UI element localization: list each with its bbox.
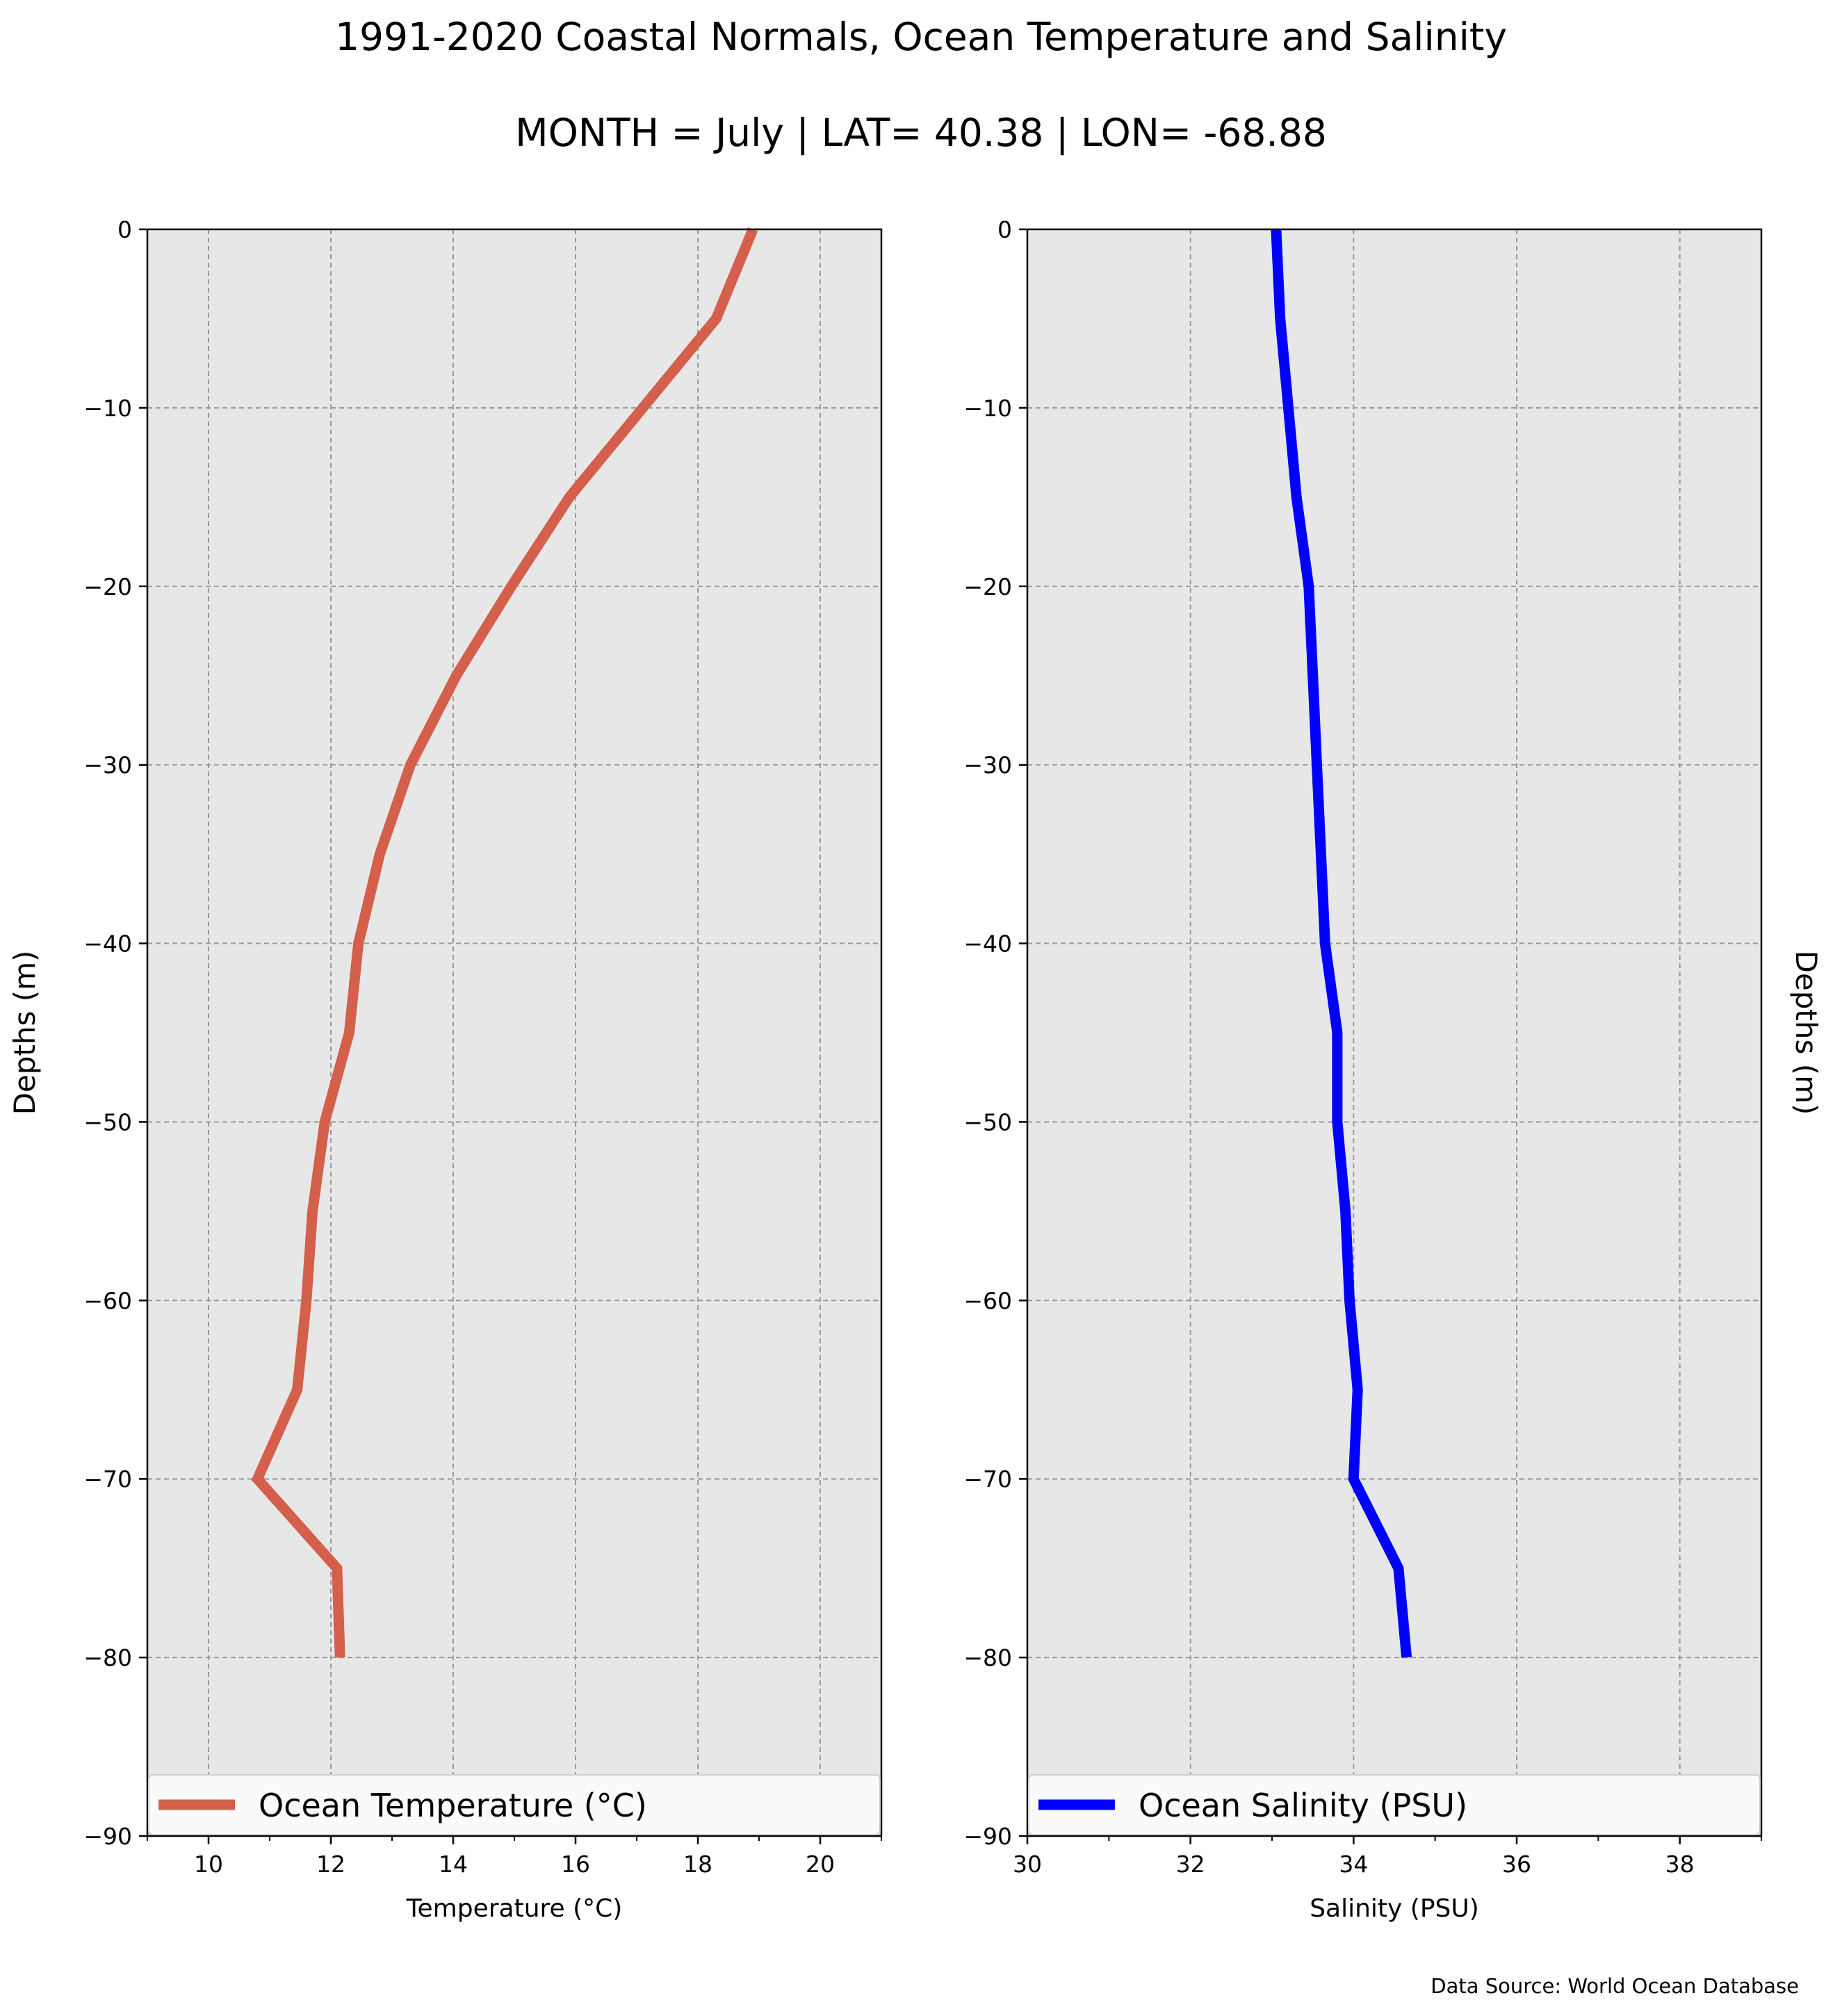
plot-area — [1027, 229, 1761, 1836]
legend-label: Ocean Temperature (°C) — [259, 1787, 647, 1824]
y-tick-label: −30 — [83, 752, 132, 779]
x-tick-label: 10 — [194, 1851, 223, 1878]
y-tick-label: −80 — [963, 1644, 1012, 1671]
chart-subtitle: MONTH = July | LAT= 40.38 | LON= -68.88 — [515, 110, 1327, 156]
axes-frame — [1026, 228, 1763, 1837]
x-tick-label: 38 — [1665, 1851, 1695, 1878]
y-axis-label: Depths (m) — [8, 951, 42, 1115]
x-tick-label: 34 — [1339, 1851, 1368, 1878]
y-axis-label: Depths (m) — [1789, 951, 1823, 1115]
x-tick-label: 18 — [683, 1851, 712, 1878]
temperature-legend: Ocean Temperature (°C) — [148, 1774, 881, 1835]
legend-box — [1028, 1774, 1761, 1835]
x-tick-label: 16 — [561, 1851, 590, 1878]
x-tick-label: 12 — [316, 1851, 345, 1878]
y-tick-label: −70 — [963, 1466, 1012, 1493]
data-source-note: Data Source: World Ocean Database — [1431, 1974, 1799, 1998]
salinity-series-line — [1271, 229, 1412, 1658]
y-tick-label: −80 — [83, 1644, 132, 1671]
salinity-legend: Ocean Salinity (PSU) — [1028, 1774, 1761, 1835]
y-tick-label: −60 — [83, 1287, 132, 1314]
legend-label: Ocean Salinity (PSU) — [1139, 1787, 1467, 1824]
plot-area — [147, 229, 881, 1836]
temperature-series-line — [251, 227, 758, 1658]
temperature-panel: 10 12 14 16 18 20 0 −10 −20 −30 −40 −50 −60 −70 −80 −90… — [8, 216, 883, 1923]
y-tick-label: −40 — [83, 931, 132, 958]
x-axis-label: Temperature (°C) — [406, 1894, 623, 1923]
y-tick-label: −30 — [963, 752, 1012, 779]
x-tick-label: 14 — [439, 1851, 468, 1878]
x-tick-label: 32 — [1176, 1851, 1205, 1878]
y-tick-label: −50 — [963, 1108, 1012, 1136]
y-tick-label: −60 — [963, 1287, 1012, 1314]
y-tick-label: −70 — [83, 1466, 132, 1493]
salinity-panel: 30 32 34 36 38 0 −10 −20 −30 −40 −50 −60 −70 −80 −90 Sa… — [963, 216, 1823, 1923]
x-tick-label: 20 — [806, 1851, 835, 1878]
x-tick-label: 36 — [1502, 1851, 1531, 1878]
y-tick-label: −20 — [83, 573, 132, 600]
y-tick-label: −20 — [963, 573, 1012, 600]
y-tick-label: 0 — [117, 216, 132, 243]
x-axis-label: Salinity (PSU) — [1310, 1894, 1479, 1923]
y-tick-label: −50 — [83, 1108, 132, 1136]
x-tick-label: 30 — [1013, 1851, 1042, 1878]
y-tick-label: −10 — [963, 395, 1012, 422]
y-tick-label: −90 — [83, 1823, 132, 1850]
legend-box — [148, 1774, 881, 1835]
y-tick-label: −90 — [963, 1823, 1012, 1850]
y-tick-label: −10 — [83, 395, 132, 422]
y-tick-label: −40 — [963, 931, 1012, 958]
chart-title: 1991-2020 Coastal Normals, Ocean Tempera… — [335, 15, 1507, 59]
y-tick-label: 0 — [997, 216, 1012, 243]
